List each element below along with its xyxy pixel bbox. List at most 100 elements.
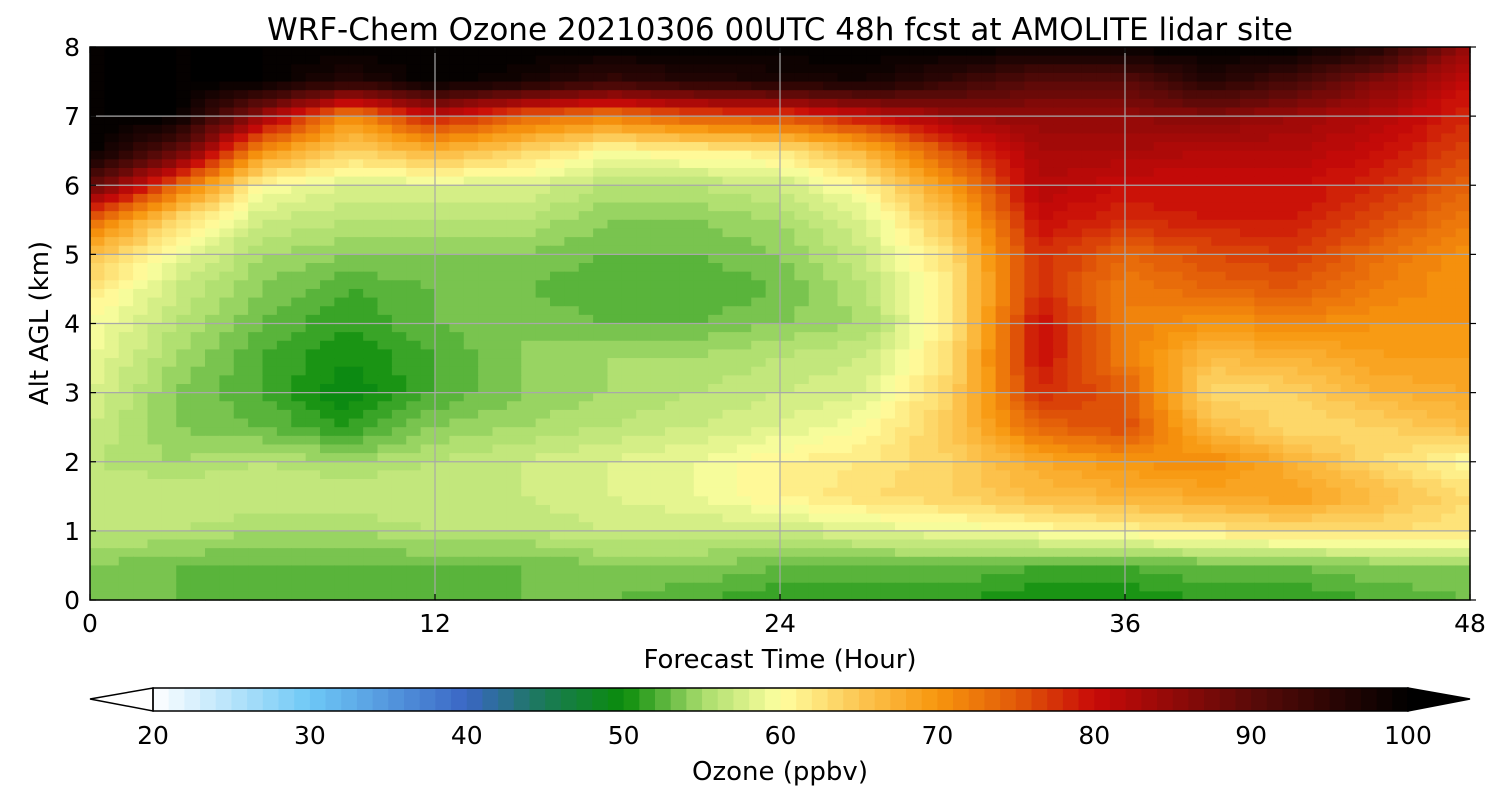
heatmap-cell xyxy=(1053,383,1069,394)
heatmap-cell xyxy=(176,245,192,255)
heatmap-cell xyxy=(1125,237,1140,247)
heatmap-cell xyxy=(90,392,105,402)
heatmap-cell xyxy=(564,349,580,359)
heatmap-cell xyxy=(190,245,206,255)
heatmap-cell xyxy=(1268,98,1284,109)
heatmap-cell xyxy=(1182,349,1198,359)
heatmap-cell xyxy=(1182,314,1198,325)
heatmap-cell xyxy=(938,202,954,212)
heatmap-cell xyxy=(708,185,724,195)
heatmap-cell xyxy=(1240,202,1255,212)
heatmap-cell xyxy=(722,116,738,126)
heatmap-cell xyxy=(665,124,680,135)
heatmap-cell xyxy=(348,142,364,152)
heatmap-cell xyxy=(205,366,220,376)
heatmap-cell xyxy=(190,358,206,368)
heatmap-cell xyxy=(219,271,235,281)
heatmap-cell xyxy=(1441,323,1457,333)
heatmap-cell xyxy=(391,193,407,204)
heatmap-cell xyxy=(593,401,609,411)
heatmap-cell xyxy=(564,90,580,100)
heatmap-cell xyxy=(621,219,637,230)
heatmap-cell xyxy=(1426,297,1442,307)
heatmap-cell xyxy=(1268,228,1284,238)
heatmap-cell xyxy=(708,263,724,273)
heatmap-cell xyxy=(449,150,465,160)
heatmap-cell xyxy=(636,358,652,368)
heatmap-cell xyxy=(1053,176,1069,186)
heatmap-cell xyxy=(1240,193,1255,204)
heatmap-cell xyxy=(794,479,810,489)
heatmap-cell xyxy=(1426,107,1442,117)
heatmap-cell xyxy=(147,349,163,359)
heatmap-cell xyxy=(1211,323,1227,333)
heatmap-cell xyxy=(291,98,307,109)
heatmap-cell xyxy=(1211,280,1227,290)
heatmap-cell xyxy=(1326,150,1342,160)
heatmap-cell xyxy=(176,401,192,411)
heatmap-cell xyxy=(1110,211,1126,221)
heatmap-cell xyxy=(1412,124,1428,135)
heatmap-cell xyxy=(607,358,623,368)
heatmap-cell xyxy=(104,159,120,169)
heatmap-cell xyxy=(248,124,264,135)
heatmap-cell xyxy=(161,107,177,117)
heatmap-cell xyxy=(808,427,824,437)
heatmap-cell xyxy=(1426,314,1442,325)
heatmap-cell xyxy=(1441,263,1457,273)
heatmap-cell xyxy=(895,427,910,437)
heatmap-cell xyxy=(1268,306,1284,316)
heatmap-cell xyxy=(406,479,422,489)
heatmap-cell xyxy=(1268,297,1284,307)
heatmap-cell xyxy=(219,314,235,325)
heatmap-cell xyxy=(420,487,436,497)
heatmap-cell xyxy=(1182,383,1198,394)
heatmap-cell xyxy=(952,202,968,212)
heatmap-cell xyxy=(1412,133,1428,143)
heatmap-cell xyxy=(1225,90,1241,100)
heatmap-cell xyxy=(492,288,508,299)
heatmap-cell xyxy=(1024,418,1040,428)
heatmap-cell xyxy=(118,81,134,91)
heatmap-cell xyxy=(176,383,192,394)
heatmap-cell xyxy=(104,401,120,411)
heatmap-cell xyxy=(420,150,436,160)
heatmap-cell xyxy=(233,297,249,307)
heatmap-cell xyxy=(463,297,479,307)
heatmap-cell xyxy=(118,47,134,57)
heatmap-cell xyxy=(1168,444,1184,454)
heatmap-cell xyxy=(1240,185,1255,195)
heatmap-cell xyxy=(262,159,278,169)
heatmap-cell xyxy=(593,98,609,109)
heatmap-cell xyxy=(895,366,910,376)
heatmap-cell xyxy=(1096,142,1112,152)
heatmap-cell xyxy=(233,72,249,83)
heatmap-cell xyxy=(1153,297,1169,307)
heatmap-cell xyxy=(1426,98,1442,109)
heatmap-cell xyxy=(1196,219,1212,230)
heatmap-cell xyxy=(593,90,609,100)
heatmap-cell xyxy=(276,470,292,480)
heatmap-cell xyxy=(607,271,623,281)
heatmap-cell xyxy=(866,479,882,489)
heatmap-cell xyxy=(1110,237,1126,247)
heatmap-cell xyxy=(866,133,882,143)
heatmap-cell xyxy=(320,72,335,83)
heatmap-cell xyxy=(693,383,709,394)
heatmap-cell xyxy=(823,418,839,428)
heatmap-cell xyxy=(650,453,666,463)
heatmap-cell xyxy=(1024,280,1040,290)
heatmap-cell xyxy=(391,366,407,376)
heatmap-cell xyxy=(1311,470,1327,480)
heatmap-cell xyxy=(348,193,364,204)
heatmap-cell xyxy=(938,427,954,437)
heatmap-cell xyxy=(1096,314,1112,325)
heatmap-cell xyxy=(1153,288,1169,299)
heatmap-cell xyxy=(176,107,192,117)
heatmap-cell xyxy=(334,418,350,428)
heatmap-cell xyxy=(866,64,882,74)
heatmap-cell xyxy=(1254,116,1270,126)
heatmap-cell xyxy=(621,392,637,402)
heatmap-cell xyxy=(205,64,220,74)
heatmap-cell xyxy=(1398,219,1414,230)
